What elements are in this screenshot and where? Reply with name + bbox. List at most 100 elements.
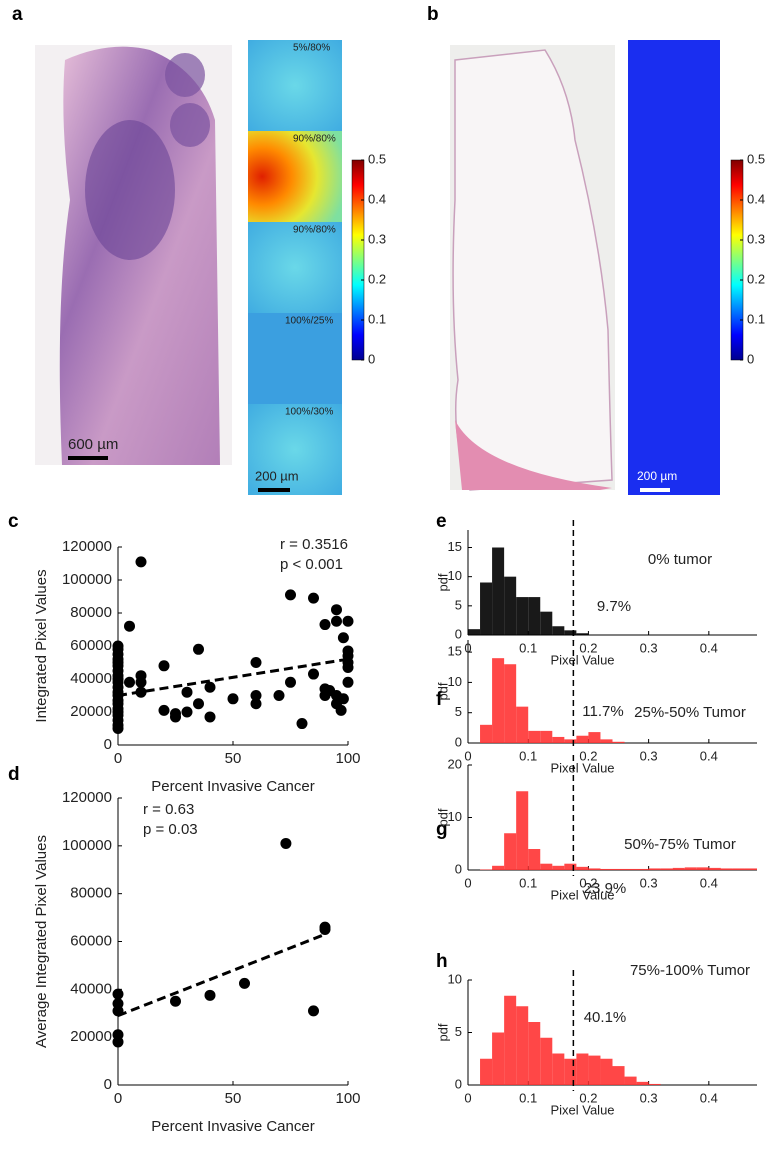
panel-label: d: [8, 764, 20, 785]
y-tick-label: 10: [448, 971, 462, 986]
y-tick-label: 100000: [62, 837, 112, 854]
scatter-point: [204, 681, 216, 693]
histogram-bar: [576, 735, 589, 743]
scatter-point: [204, 711, 216, 723]
y-tick-label: 10: [448, 674, 462, 689]
scatter-point: [239, 977, 250, 989]
histogram-bar: [504, 833, 517, 870]
histogram-bar: [648, 1083, 661, 1085]
colorbar-tick-label: 0.4: [368, 191, 386, 206]
histology-image: [452, 49, 613, 491]
x-tick-label: 0: [464, 748, 471, 763]
scale-bar-label: 200 µm: [255, 468, 299, 483]
y-tick-label: 10: [448, 568, 462, 583]
histogram-bar: [744, 868, 757, 870]
scatter-point: [124, 620, 135, 632]
y-tick-label: 80000: [70, 885, 112, 902]
x-tick-label: 0.2: [579, 875, 597, 890]
x-tick-label: 0.4: [700, 875, 718, 890]
y-tick-label: 20: [448, 756, 462, 771]
colorbar-tick-label: 0.2: [747, 271, 765, 286]
y-tick-label: 0: [104, 736, 112, 753]
y-tick-label: 20000: [70, 1028, 112, 1045]
histogram-bar: [540, 863, 553, 870]
scatter-point: [181, 706, 193, 718]
colorbar-tick-label: 0.5: [747, 151, 765, 166]
strip-label: 90%/80%: [293, 134, 336, 145]
y-tick-label: 15: [448, 644, 462, 659]
y-tick-label: 40000: [70, 670, 112, 687]
y-tick-label: 0: [455, 861, 462, 876]
y-tick-label: 120000: [62, 538, 112, 555]
scatter-point: [285, 589, 296, 601]
y-axis-label: Average Integrated Pixel Values: [33, 835, 50, 1048]
histogram-bar: [612, 868, 625, 870]
y-axis-label: pdf: [435, 573, 450, 591]
histogram-bar: [540, 730, 553, 743]
trend-line: [117, 657, 349, 697]
x-tick-label: 0: [464, 1090, 471, 1105]
scatter-point: [296, 718, 308, 730]
scatter-point: [170, 708, 181, 720]
scatter-point: [335, 704, 347, 716]
x-axis-label: Percent Invasive Cancer: [151, 778, 314, 795]
x-tick-label: 0.4: [700, 1090, 718, 1105]
panel-label: h: [436, 951, 448, 972]
scatter-point: [319, 921, 331, 933]
histogram-bar: [720, 868, 733, 870]
y-axis-label: pdf: [435, 1023, 450, 1041]
histogram-bar: [576, 1053, 589, 1085]
chart-label: 25%-50% Tumor: [634, 704, 746, 721]
annotation: 9.7%: [597, 598, 631, 615]
x-tick-label: 0.3: [640, 748, 658, 763]
x-tick-label: 0.1: [519, 1090, 537, 1105]
scatter-point: [342, 615, 354, 627]
trend-line: [117, 932, 326, 1018]
histogram-bar: [708, 867, 721, 870]
panel-label: f: [436, 689, 443, 710]
x-tick-label: 50: [225, 750, 242, 767]
scatter-point: [331, 604, 342, 616]
histogram-bar: [564, 739, 577, 743]
y-tick-label: 5: [455, 704, 462, 719]
y-tick-label: 40000: [70, 980, 112, 997]
scatter-point: [193, 698, 204, 710]
histogram-bar: [696, 867, 709, 870]
x-tick-label: 0.4: [700, 748, 718, 763]
histogram-bar: [492, 865, 505, 870]
annotation: 23.9%: [584, 880, 627, 897]
y-tick-label: 5: [455, 597, 462, 612]
scatter-point: [250, 690, 262, 701]
histogram-bar: [564, 630, 577, 635]
histogram-bar: [576, 633, 589, 635]
scatter-point: [331, 615, 342, 627]
colorbar: [730, 159, 744, 361]
scatter-point: [135, 686, 147, 698]
colorbar-tick-label: 0.3: [747, 231, 765, 246]
chart-label: 0% tumor: [648, 551, 712, 568]
chart-label: 75%-100% Tumor: [630, 962, 750, 979]
y-axis-label: pdf: [435, 808, 450, 826]
scatter-point: [250, 657, 262, 668]
scatter-point: [135, 676, 147, 688]
histogram-bar: [600, 1058, 613, 1085]
x-axis-label: Pixel Value: [550, 1102, 614, 1117]
histogram-bar: [480, 582, 493, 635]
x-tick-label: 0.4: [700, 640, 718, 655]
scatter-point: [285, 676, 296, 688]
y-axis-label: pdf: [435, 682, 450, 700]
colorbar-tick-label: 0.1: [747, 311, 765, 326]
scatter-point: [158, 660, 170, 672]
x-tick-label: 0: [464, 875, 471, 890]
histogram-bar: [540, 611, 553, 635]
x-tick-label: 0: [114, 1090, 122, 1107]
histogram-bar: [528, 1022, 541, 1085]
histogram-bar: [684, 867, 697, 870]
histology-region: [85, 120, 175, 260]
panel-label: c: [8, 511, 19, 532]
scatter-point: [158, 704, 170, 716]
scatter-point: [342, 676, 354, 688]
y-tick-label: 120000: [62, 789, 112, 806]
histogram-bar: [672, 867, 685, 870]
histogram-bar: [600, 739, 613, 743]
